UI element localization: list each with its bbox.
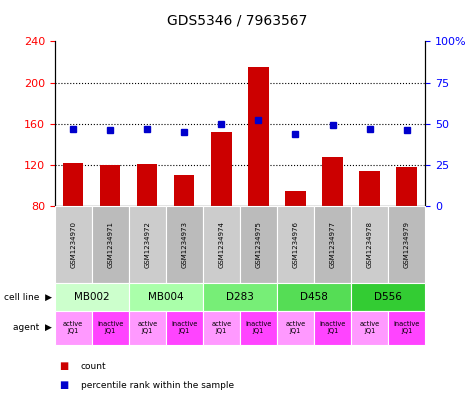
Bar — [248, 67, 268, 206]
Text: D283: D283 — [226, 292, 254, 302]
Bar — [174, 175, 194, 206]
Text: GSM1234972: GSM1234972 — [144, 221, 150, 268]
Bar — [397, 167, 417, 206]
Text: ■: ■ — [59, 380, 68, 390]
Text: active
JQ1: active JQ1 — [211, 321, 231, 334]
Bar — [211, 132, 231, 206]
Text: active
JQ1: active JQ1 — [63, 321, 83, 334]
Text: GSM1234976: GSM1234976 — [293, 221, 298, 268]
Text: GSM1234979: GSM1234979 — [404, 221, 409, 268]
Text: GSM1234973: GSM1234973 — [181, 221, 187, 268]
Bar — [323, 157, 342, 206]
Bar — [63, 163, 83, 206]
Text: agent  ▶: agent ▶ — [13, 323, 52, 332]
Text: GSM1234971: GSM1234971 — [107, 221, 113, 268]
Text: D556: D556 — [374, 292, 402, 302]
Text: inactive
JQ1: inactive JQ1 — [393, 321, 420, 334]
Text: D458: D458 — [300, 292, 328, 302]
Text: MB002: MB002 — [74, 292, 109, 302]
Text: inactive
JQ1: inactive JQ1 — [319, 321, 346, 334]
Text: ■: ■ — [59, 361, 68, 371]
Bar — [100, 165, 120, 206]
Text: inactive
JQ1: inactive JQ1 — [245, 321, 272, 334]
Text: active
JQ1: active JQ1 — [137, 321, 157, 334]
Text: GSM1234978: GSM1234978 — [367, 221, 372, 268]
Text: GSM1234975: GSM1234975 — [256, 221, 261, 268]
Text: GDS5346 / 7963567: GDS5346 / 7963567 — [167, 14, 308, 28]
Text: GSM1234974: GSM1234974 — [218, 221, 224, 268]
Text: inactive
JQ1: inactive JQ1 — [97, 321, 124, 334]
Text: GSM1234970: GSM1234970 — [70, 221, 76, 268]
Bar — [360, 171, 380, 206]
Text: MB004: MB004 — [148, 292, 183, 302]
Text: count: count — [81, 362, 106, 371]
Bar — [285, 191, 305, 206]
Text: cell line  ▶: cell line ▶ — [4, 293, 52, 301]
Text: percentile rank within the sample: percentile rank within the sample — [81, 381, 234, 389]
Text: GSM1234977: GSM1234977 — [330, 221, 335, 268]
Text: active
JQ1: active JQ1 — [285, 321, 305, 334]
Bar — [137, 164, 157, 206]
Text: inactive
JQ1: inactive JQ1 — [171, 321, 198, 334]
Text: active
JQ1: active JQ1 — [360, 321, 380, 334]
